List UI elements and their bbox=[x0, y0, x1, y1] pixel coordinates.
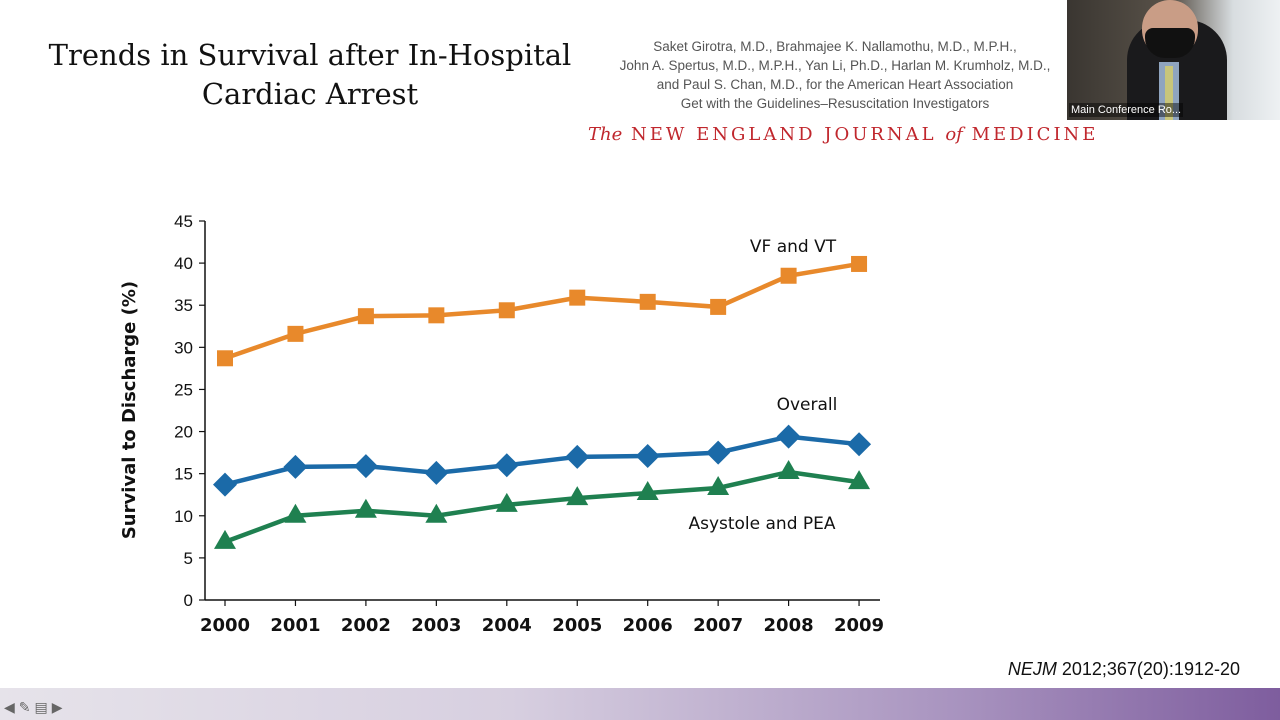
data-point-diamond bbox=[424, 460, 449, 485]
x-tick-label: 2009 bbox=[834, 615, 884, 636]
y-tick-label: 35 bbox=[174, 296, 193, 315]
data-point-diamond bbox=[776, 424, 801, 449]
pen-icon[interactable]: ✎ bbox=[18, 700, 31, 716]
y-tick-label: 0 bbox=[184, 591, 193, 610]
journal-logo: The NEW ENGLAND JOURNAL of MEDICINE bbox=[588, 124, 1099, 145]
data-point-diamond bbox=[706, 440, 731, 465]
data-point-diamond bbox=[353, 454, 378, 479]
y-axis-label: Survival to Discharge (%) bbox=[119, 281, 140, 539]
slide-title: Trends in Survival after In-Hospital Car… bbox=[40, 36, 580, 114]
series-label: Overall bbox=[777, 395, 838, 415]
data-point-triangle bbox=[284, 503, 307, 523]
menu-icon[interactable]: ▤ bbox=[34, 700, 48, 716]
participant-label: Main Conference Ro... bbox=[1069, 103, 1184, 117]
x-tick-label: 2006 bbox=[623, 615, 673, 636]
y-tick-label: 5 bbox=[184, 549, 193, 568]
y-tick-label: 40 bbox=[174, 254, 193, 273]
data-point-diamond bbox=[635, 443, 660, 468]
x-tick-label: 2005 bbox=[552, 615, 602, 636]
data-point-square bbox=[710, 298, 727, 315]
x-tick-label: 2002 bbox=[341, 615, 391, 636]
author-line: John A. Spertus, M.D., M.P.H., Yan Li, P… bbox=[619, 58, 1051, 73]
data-point-triangle bbox=[354, 498, 377, 518]
data-point-diamond bbox=[847, 432, 872, 457]
title-line-1: Trends in Survival after In-Hospital bbox=[48, 38, 572, 72]
data-point-triangle bbox=[566, 486, 589, 506]
data-point-square bbox=[217, 350, 233, 367]
y-tick-label: 15 bbox=[174, 465, 193, 484]
citation: NEJM 2012;367(20):1912-20 bbox=[1007, 659, 1240, 679]
data-point-triangle bbox=[848, 470, 871, 490]
bottom-bar bbox=[0, 688, 1280, 720]
data-point-diamond bbox=[283, 454, 308, 479]
data-point-triangle bbox=[425, 503, 448, 523]
data-point-square bbox=[287, 325, 304, 342]
x-tick-label: 2001 bbox=[270, 615, 320, 636]
slideshow-toolbar: ◀ ✎ ▤ ▶ bbox=[4, 700, 63, 716]
data-point-square bbox=[569, 289, 586, 306]
data-point-square bbox=[498, 302, 515, 319]
data-point-triangle bbox=[777, 459, 800, 479]
authors: Saket Girotra, M.D., Brahmajee K. Nallam… bbox=[585, 37, 1085, 113]
x-tick-label: 2000 bbox=[200, 615, 250, 636]
title-line-2: Cardiac Arrest bbox=[201, 77, 419, 111]
data-point-square bbox=[357, 308, 374, 325]
data-point-diamond bbox=[213, 472, 237, 497]
data-point-triangle bbox=[214, 529, 236, 549]
series-line-0 bbox=[224, 261, 860, 361]
data-point-diamond bbox=[494, 453, 519, 478]
series-label: Asystole and PEA bbox=[688, 514, 835, 534]
x-tick-label: 2007 bbox=[693, 615, 743, 636]
data-point-triangle bbox=[707, 475, 730, 495]
y-tick-label: 20 bbox=[174, 423, 193, 442]
x-tick-label: 2003 bbox=[411, 615, 461, 636]
data-point-square bbox=[428, 307, 445, 324]
data-point-square bbox=[780, 267, 797, 284]
arrow-left-icon[interactable]: ◀ bbox=[4, 700, 15, 716]
data-point-square bbox=[639, 293, 656, 310]
author-line: and Paul S. Chan, M.D., for the American… bbox=[656, 77, 1014, 92]
y-tick-label: 25 bbox=[174, 380, 193, 399]
arrow-right-icon[interactable]: ▶ bbox=[51, 700, 63, 716]
series-line-2 bbox=[224, 469, 860, 544]
series-line-1 bbox=[224, 434, 860, 487]
author-line: Get with the Guidelines–Resuscitation In… bbox=[680, 96, 990, 111]
data-point-diamond bbox=[565, 444, 590, 469]
y-tick-label: 45 bbox=[174, 212, 193, 231]
x-tick-label: 2008 bbox=[764, 615, 814, 636]
x-tick-label: 2004 bbox=[482, 615, 532, 636]
author-line: Saket Girotra, M.D., Brahmajee K. Nallam… bbox=[653, 39, 1017, 54]
participant-video[interactable]: Main Conference Ro... bbox=[1067, 0, 1280, 120]
data-point-triangle bbox=[495, 492, 518, 512]
y-tick-label: 30 bbox=[174, 338, 193, 357]
y-tick-label: 10 bbox=[174, 507, 193, 526]
series-label: VF and VT bbox=[750, 237, 837, 257]
data-point-triangle bbox=[636, 481, 659, 501]
data-point-square bbox=[851, 255, 868, 272]
